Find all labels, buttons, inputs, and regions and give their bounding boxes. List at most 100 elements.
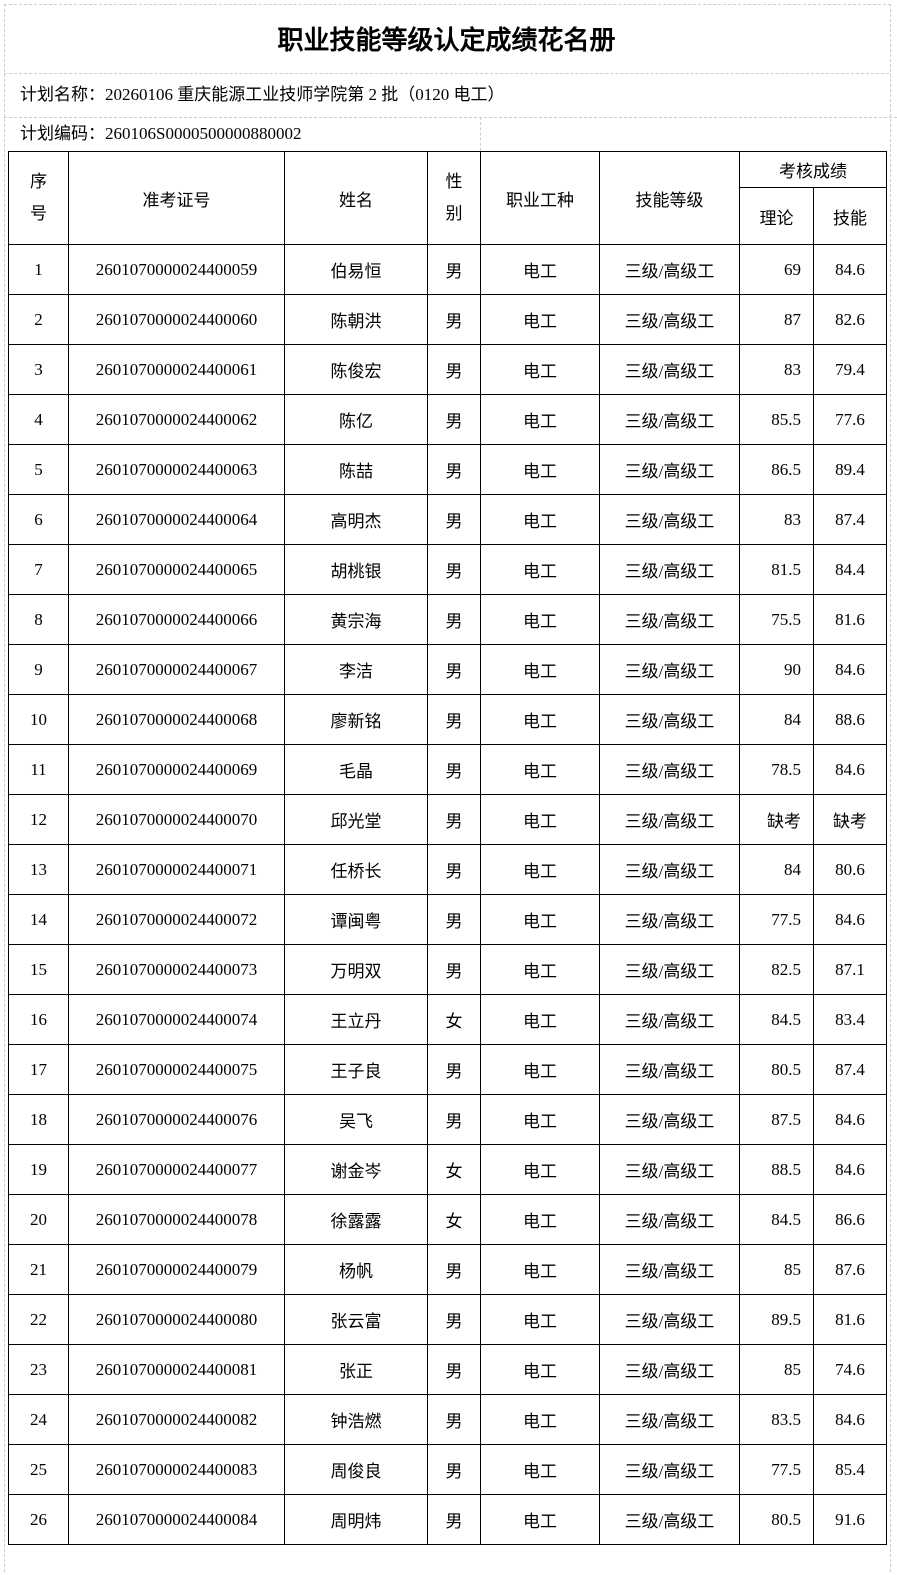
cell-ticket: 2601070000024400066: [68, 594, 285, 645]
cell-gender: 男: [427, 1094, 481, 1145]
cell-theory-score: 82.5: [739, 944, 814, 995]
cell-index: 10: [8, 694, 69, 745]
cell-theory-score: 80.5: [739, 1494, 814, 1545]
cell-level: 三级/高级工: [599, 444, 740, 495]
cell-theory-score: 78.5: [739, 744, 814, 795]
cell-name: 陈亿: [284, 394, 428, 445]
cell-skill-score: 89.4: [813, 444, 887, 495]
cell-occupation: 电工: [480, 944, 600, 995]
cell-index: 18: [8, 1094, 69, 1145]
cell-gender: 男: [427, 344, 481, 395]
cell-index: 5: [8, 444, 69, 495]
cell-index: 2: [8, 294, 69, 345]
cell-skill-score: 74.6: [813, 1344, 887, 1395]
cell-skill-score: 84.4: [813, 544, 887, 595]
cell-level: 三级/高级工: [599, 694, 740, 745]
cell-index: 16: [8, 994, 69, 1045]
cell-skill-score: 79.4: [813, 344, 887, 395]
cell-theory-score: 87: [739, 294, 814, 345]
score-roster-table: 序号 准考证号 姓名 性别 职业工种 技能等级 考核成绩 理论 技能 1 2601…: [8, 151, 887, 1545]
cell-skill-score: 82.6: [813, 294, 887, 345]
cell-name: 陈俊宏: [284, 344, 428, 395]
table-row: 24 2601070000024400082 钟浩燃男电工 三级/高级工 83.5 84.…: [8, 1394, 887, 1445]
cell-skill-score: 81.6: [813, 1294, 887, 1345]
cell-gender: 男: [427, 544, 481, 595]
cell-skill-score: 缺考: [813, 794, 887, 845]
cell-index: 9: [8, 644, 69, 695]
cell-ticket: 2601070000024400063: [68, 444, 285, 495]
table-row: 25 2601070000024400083 周俊良男电工 三级/高级工 77.5 85.…: [8, 1444, 887, 1495]
cell-level: 三级/高级工: [599, 744, 740, 795]
table-row: 9 2601070000024400067 李洁男电工 三级/高级工 90 84.6: [8, 644, 887, 695]
cell-ticket: 2601070000024400078: [68, 1194, 285, 1245]
cell-theory-score: 77.5: [739, 894, 814, 945]
cell-level: 三级/高级工: [599, 1044, 740, 1095]
cell-name: 黄宗海: [284, 594, 428, 645]
header-gender: 性别: [427, 151, 481, 245]
cell-theory-score: 84: [739, 844, 814, 895]
cell-ticket: 2601070000024400068: [68, 694, 285, 745]
table-row: 21 2601070000024400079 杨帆男电工 三级/高级工 85 87.6: [8, 1244, 887, 1295]
cell-occupation: 电工: [480, 444, 600, 495]
cell-occupation: 电工: [480, 544, 600, 595]
cell-name: 胡桃银: [284, 544, 428, 595]
cell-level: 三级/高级工: [599, 1344, 740, 1395]
cell-level: 三级/高级工: [599, 994, 740, 1045]
cell-gender: 女: [427, 1144, 481, 1195]
cell-level: 三级/高级工: [599, 1144, 740, 1195]
plan-code: 计划编码：260106S000050000088000​2: [20, 124, 302, 143]
table-row: 2 2601070000024400060 陈朝洪男电工 三级/高级工 87 82.6: [8, 294, 887, 345]
sheet-frame: [4, 4, 891, 1572]
cell-index: 7: [8, 544, 69, 595]
cell-skill-score: 87.4: [813, 1044, 887, 1095]
cell-level: 三级/高级工: [599, 394, 740, 445]
cell-occupation: 电工: [480, 694, 600, 745]
cell-index: 4: [8, 394, 69, 445]
cell-ticket: 2601070000024400067: [68, 644, 285, 695]
cell-gender: 女: [427, 1194, 481, 1245]
cell-ticket: 2601070000024400070: [68, 794, 285, 845]
cell-ticket: 2601070000024400072: [68, 894, 285, 945]
cell-ticket: 2601070000024400064: [68, 494, 285, 545]
cell-skill-score: 87.4: [813, 494, 887, 545]
cell-name: 张云富: [284, 1294, 428, 1345]
cell-index: 12: [8, 794, 69, 845]
cell-occupation: 电工: [480, 1394, 600, 1445]
cell-occupation: 电工: [480, 994, 600, 1045]
cell-ticket: 2601070000024400083: [68, 1444, 285, 1495]
cell-name: 周俊良: [284, 1444, 428, 1495]
cell-name: 王立丹: [284, 994, 428, 1045]
cell-gender: 男: [427, 944, 481, 995]
cell-occupation: 电工: [480, 294, 600, 345]
cell-gender: 男: [427, 494, 481, 545]
cell-name: 杨帆: [284, 1244, 428, 1295]
cell-level: 三级/高级工: [599, 1244, 740, 1295]
cell-gender: 男: [427, 744, 481, 795]
table-row: 10 2601070000024400068 廖新铭男电工 三级/高级工 84 88.6: [8, 694, 887, 745]
cell-theory-score: 83.5: [739, 1394, 814, 1445]
cell-level: 三级/高级工: [599, 944, 740, 995]
cell-level: 三级/高级工: [599, 1094, 740, 1145]
cell-ticket: 2601070000024400079: [68, 1244, 285, 1295]
cell-gender: 男: [427, 1494, 481, 1545]
cell-level: 三级/高级工: [599, 1494, 740, 1545]
cell-occupation: 电工: [480, 1094, 600, 1145]
cell-skill-score: 84.6: [813, 744, 887, 795]
cell-gender: 男: [427, 294, 481, 345]
cell-theory-score: 85: [739, 1344, 814, 1395]
cell-index: 23: [8, 1344, 69, 1395]
cell-index: 8: [8, 594, 69, 645]
cell-name: 万明双: [284, 944, 428, 995]
cell-index: 3: [8, 344, 69, 395]
cell-gender: 男: [427, 1244, 481, 1295]
cell-theory-score: 88.5: [739, 1144, 814, 1195]
cell-name: 邱光堂: [284, 794, 428, 845]
cell-skill-score: 86.6: [813, 1194, 887, 1245]
cell-occupation: 电工: [480, 1344, 600, 1395]
cell-name: 王子良: [284, 1044, 428, 1095]
table-row: 14 2601070000024400072 谭闽粤男电工 三级/高级工 77.5 84.…: [8, 894, 887, 945]
cell-theory-score: 83: [739, 494, 814, 545]
cell-skill-score: 85.4: [813, 1444, 887, 1495]
cell-theory-score: 87.5: [739, 1094, 814, 1145]
cell-name: 钟浩燃: [284, 1394, 428, 1445]
